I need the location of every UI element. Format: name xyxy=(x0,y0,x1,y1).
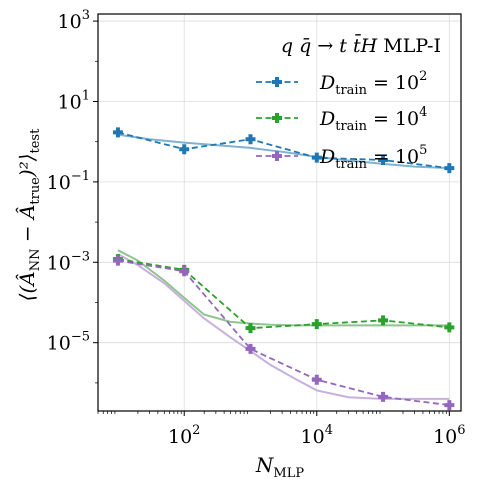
x-tick-label: 104 xyxy=(301,423,333,448)
legend-entry: Dtrain = 102 xyxy=(256,69,427,98)
data-point xyxy=(179,144,190,155)
x-tick-label: 106 xyxy=(433,423,465,448)
y-tick-label: 103 xyxy=(58,8,90,33)
y-axis-label: ⟨(ÂNN − Âtrue)²⟩test xyxy=(15,128,43,301)
data-point xyxy=(245,134,256,145)
plot-frame xyxy=(97,13,462,412)
fit-curve-1 xyxy=(117,249,450,327)
grid xyxy=(98,14,461,411)
data-point xyxy=(311,319,322,330)
data-point xyxy=(112,255,123,266)
data-point xyxy=(444,400,455,411)
data-point xyxy=(179,266,190,277)
series-line xyxy=(117,258,450,330)
legend-entry: Dtrain = 105 xyxy=(256,143,427,172)
legend-marker xyxy=(272,77,282,87)
data-point xyxy=(311,152,322,163)
x-axis-label: NMLP xyxy=(255,453,304,481)
legend-entry: Dtrain = 104 xyxy=(256,105,427,134)
data-point xyxy=(444,322,455,333)
legend-label: Dtrain = 105 xyxy=(319,143,427,172)
data-series xyxy=(112,127,455,411)
x-tick-label: 102 xyxy=(168,423,200,448)
data-point xyxy=(112,127,123,138)
y-tick-label: 10−3 xyxy=(47,249,90,274)
series-0 xyxy=(112,127,455,174)
legend-title: q q̄ → t t̄H MLP-I xyxy=(281,33,441,57)
data-point xyxy=(378,391,389,402)
data-point xyxy=(311,374,322,385)
y-tick-label: 101 xyxy=(58,88,90,113)
data-point xyxy=(378,315,389,326)
data-point xyxy=(444,163,455,174)
series-2 xyxy=(112,255,455,411)
legend-marker xyxy=(272,113,282,123)
legend-label: Dtrain = 104 xyxy=(319,105,427,134)
data-point xyxy=(245,323,256,334)
axis-ticks: 102 104 106 10−5 10−3 10−1 101 103 xyxy=(47,8,466,448)
legend-marker xyxy=(272,151,282,161)
fit-curve-0 xyxy=(117,133,450,170)
data-point xyxy=(245,343,256,354)
data-point xyxy=(378,155,389,166)
y-tick-label: 10−5 xyxy=(47,330,90,355)
legend-label: Dtrain = 102 xyxy=(319,69,427,98)
y-tick-label: 10−1 xyxy=(47,169,90,194)
legend: q q̄ → t t̄H MLP-I Dtrain = 102 Dtrain = 1… xyxy=(256,33,441,172)
